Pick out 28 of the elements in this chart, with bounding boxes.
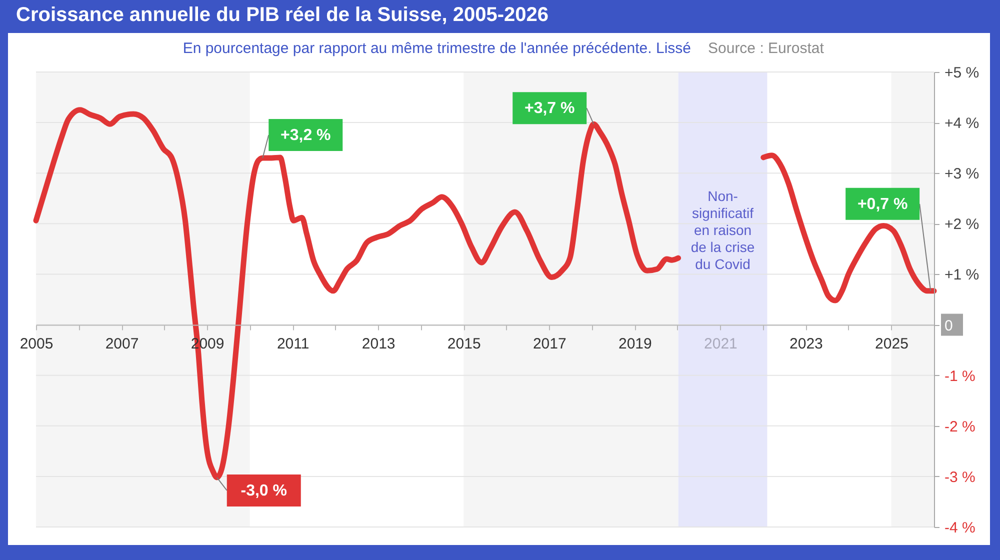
band-label: Non-significatif en raison de la crise du Covid — [690, 188, 755, 272]
annotation: +3,2 % — [280, 126, 331, 144]
y-tick-label: -4 % — [944, 520, 976, 536]
x-tick-label: 2019 — [618, 335, 652, 352]
y-tick-label: +5 % — [944, 64, 980, 82]
x-tick-label: 2011 — [276, 335, 310, 352]
y-tick-label: -1 % — [944, 368, 976, 385]
y-tick-label: +1 % — [944, 266, 980, 284]
chart-title: Croissance annuelle du PIB réel de la Suisse, 2005-2026 — [16, 4, 548, 26]
x-tick-label: 2005 — [20, 335, 54, 352]
y-tick-label: +4 % — [944, 115, 980, 132]
x-tick-label: 2017 — [532, 335, 566, 352]
y-tick-label: -3 % — [944, 468, 976, 486]
x-tick-label: 2013 — [362, 335, 396, 352]
annotation: +3,7 % — [524, 100, 575, 118]
source-note: Source : Eurostat — [708, 40, 825, 57]
y-tick-label: +3 % — [944, 166, 980, 183]
y-tick-label: +2 % — [944, 216, 980, 234]
annotation: -3,0 % — [240, 482, 288, 500]
x-tick-label: 2023 — [790, 335, 823, 352]
y-tick-label: 0 — [944, 317, 953, 334]
chart-subtitle: En pourcentage par rapport au même trimestre de l'année précédente. Lissé — [182, 40, 691, 57]
y-tick-label: -2 % — [944, 418, 976, 436]
annotation: +0,7 % — [857, 196, 908, 213]
x-tick-label: 2025 — [875, 335, 908, 352]
x-tick-label: 2021 — [704, 335, 738, 352]
x-tick-label: 2007 — [105, 335, 139, 352]
x-tick-label: 2015 — [447, 335, 481, 352]
